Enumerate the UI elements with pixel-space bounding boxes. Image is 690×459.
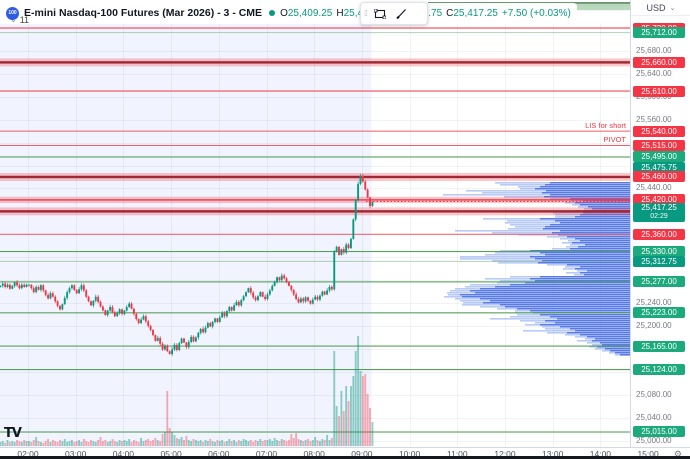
time-tick: 02:00 [17,449,39,459]
brush-tool-button[interactable] [391,4,413,23]
brush-icon [396,9,407,19]
price-level-label: 25,312.75 [633,255,685,267]
price-level-label: 25,475.75 [633,162,685,174]
price-level-label: 25,360.00 [633,228,685,240]
level-annotation: LIS for short [585,121,626,131]
price-level-label: 25,124.00 [633,364,685,375]
tradingview-logo[interactable]: TV [4,426,22,441]
price-level-label: 25,015.00 [633,426,685,438]
time-tick: 09:00 [351,449,373,459]
chevron-down-icon: ⌄ [669,4,676,12]
drag-handle-icon[interactable]: ⁞⁞ [364,9,368,18]
price-tick: 25,240.00 [636,298,672,308]
currency-label: USD [646,2,666,13]
price-level-label: 25,515.00 [633,139,685,151]
gear-icon[interactable]: ⚙ [673,449,682,459]
chevron-down-icon: ⌄ [10,15,17,24]
time-tick: 05:00 [160,449,182,459]
price-level-label: 25,420.00 [633,194,685,206]
drawing-toolbar[interactable]: ⁞⁞ [360,2,428,25]
time-tick: 08:00 [303,449,325,459]
ohlc-item: +7.50 (+0.03%) [501,7,571,19]
symbol-title[interactable]: E-mini Nasdaq-100 Futures (Mar 2026) - 3… [24,7,263,19]
price-level-label: 25,495.00 [633,151,685,163]
price-level-label: 25,540.00 [633,125,685,137]
price-tick: 25,080.00 [636,389,672,399]
time-tick: 06:00 [208,449,230,459]
price-level-label: 25,330.00 [633,245,685,257]
price-tick: 25,440.00 [636,183,672,193]
time-tick: 12:00 [494,449,516,459]
time-tick: 11:00 [446,449,468,459]
indicators-count: 11 [19,15,30,25]
price-level-label: 25,712.00 [633,27,685,39]
rectangle-icon [374,8,387,19]
ohlc-item: C25,417.25 [446,7,498,19]
price-level-label: 25,165.00 [633,340,685,352]
window-bottom-edge [0,456,690,459]
price-level-label: 25,277.00 [633,276,685,288]
currency-selector[interactable]: USD ⌄ [631,0,690,16]
symbol-logo-icon: 100 [6,6,19,20]
price-tick: 25,640.00 [636,68,672,78]
rectangle-tool-button[interactable] [369,4,391,23]
price-level-label: 25,660.00 [633,56,685,68]
ohlc-item: O25,409.25 [280,7,333,19]
current-price-label: 25,417.25 02:29 [633,203,685,223]
symbol-legend[interactable]: 100 E-mini Nasdaq-100 Futures (Mar 2026)… [4,3,577,23]
time-tick: 07:00 [255,449,278,459]
price-level-label: 25,223.00 [633,307,685,319]
price-tick: 25,040.00 [636,412,672,422]
price-level-label: 25,610.00 [633,85,685,97]
time-tick: 04:00 [112,449,135,459]
market-status-icon [269,10,276,16]
object-tree-toggle[interactable]: ⌄ 11 [10,15,29,25]
price-tick: 25,200.00 [636,320,672,330]
price-tick: 25,000.00 [636,435,672,445]
time-tick: 03:00 [65,449,87,459]
time-tick: 13:00 [542,449,564,459]
time-tick: 15:00 [637,449,659,459]
time-tick: 10:00 [398,449,421,459]
time-tick: 14:00 [589,449,612,459]
price-tick: 25,560.00 [636,114,672,124]
price-axis[interactable]: USD ⌄ 25,680.0025,640.0025,600.0025,560.… [630,0,690,447]
price-level-label: 25,460.00 [633,171,685,183]
price-tick: 25,680.00 [636,45,672,55]
level-annotation: PIVOT [603,135,626,145]
